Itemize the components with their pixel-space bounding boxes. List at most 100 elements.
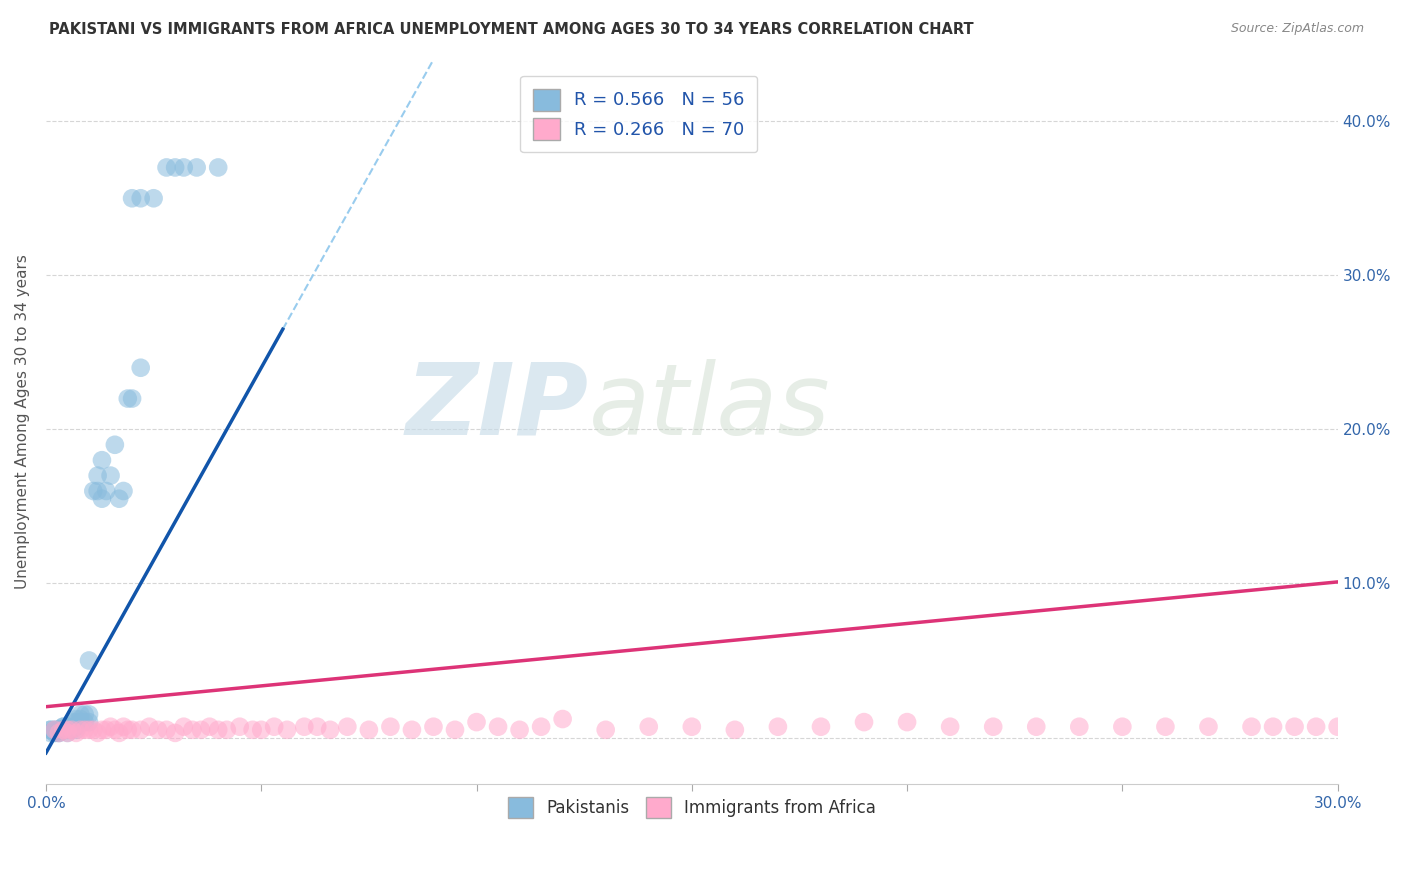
Point	[121, 191, 143, 205]
Point	[73, 707, 96, 722]
Point	[981, 720, 1004, 734]
Point	[1305, 720, 1327, 734]
Legend: Pakistanis, Immigrants from Africa: Pakistanis, Immigrants from Africa	[499, 789, 884, 826]
Point	[292, 720, 315, 734]
Point	[44, 723, 66, 737]
Point	[82, 483, 104, 498]
Point	[48, 723, 70, 737]
Point	[52, 723, 75, 737]
Point	[117, 392, 139, 406]
Point	[1326, 720, 1348, 734]
Point	[766, 720, 789, 734]
Point	[165, 161, 187, 175]
Point	[44, 726, 66, 740]
Point	[276, 723, 298, 737]
Point	[1198, 720, 1220, 734]
Point	[86, 468, 108, 483]
Point	[142, 191, 165, 205]
Point	[486, 720, 509, 734]
Point	[69, 712, 91, 726]
Point	[681, 720, 703, 734]
Point	[44, 723, 66, 737]
Point	[69, 715, 91, 730]
Point	[52, 720, 75, 734]
Point	[121, 392, 143, 406]
Point	[165, 726, 187, 740]
Point	[146, 723, 169, 737]
Point	[60, 720, 83, 734]
Point	[44, 723, 66, 737]
Point	[39, 726, 62, 740]
Point	[82, 723, 104, 737]
Point	[56, 720, 79, 734]
Point	[65, 723, 87, 737]
Point	[155, 723, 177, 737]
Point	[336, 720, 359, 734]
Point	[48, 723, 70, 737]
Point	[465, 715, 488, 730]
Text: Source: ZipAtlas.com: Source: ZipAtlas.com	[1230, 22, 1364, 36]
Point	[86, 483, 108, 498]
Point	[939, 720, 962, 734]
Point	[1154, 720, 1177, 734]
Text: ZIP: ZIP	[405, 359, 589, 456]
Point	[215, 723, 238, 737]
Point	[307, 720, 329, 734]
Point	[228, 720, 250, 734]
Point	[155, 161, 177, 175]
Point	[637, 720, 659, 734]
Point	[69, 707, 91, 722]
Point	[357, 723, 380, 737]
Point	[108, 491, 131, 506]
Point	[1261, 720, 1284, 734]
Point	[73, 723, 96, 737]
Text: PAKISTANI VS IMMIGRANTS FROM AFRICA UNEMPLOYMENT AMONG AGES 30 TO 34 YEARS CORRE: PAKISTANI VS IMMIGRANTS FROM AFRICA UNEM…	[49, 22, 974, 37]
Point	[104, 723, 127, 737]
Point	[56, 723, 79, 737]
Point	[77, 707, 100, 722]
Point	[810, 720, 832, 734]
Point	[96, 483, 118, 498]
Point	[52, 723, 75, 737]
Point	[250, 723, 273, 737]
Point	[48, 726, 70, 740]
Point	[422, 720, 444, 734]
Point	[77, 653, 100, 667]
Point	[121, 723, 143, 737]
Point	[100, 720, 122, 734]
Point	[39, 723, 62, 737]
Point	[198, 720, 221, 734]
Point	[91, 723, 114, 737]
Point	[129, 360, 152, 375]
Point	[173, 161, 195, 175]
Point	[853, 715, 876, 730]
Point	[96, 723, 118, 737]
Point	[44, 726, 66, 740]
Point	[207, 723, 229, 737]
Point	[380, 720, 402, 734]
Point	[207, 161, 229, 175]
Point	[173, 720, 195, 734]
Point	[56, 723, 79, 737]
Point	[39, 723, 62, 737]
Point	[530, 720, 553, 734]
Point	[896, 715, 918, 730]
Point	[60, 723, 83, 737]
Point	[86, 726, 108, 740]
Point	[551, 712, 574, 726]
Point	[401, 723, 423, 737]
Point	[56, 720, 79, 734]
Point	[91, 491, 114, 506]
Point	[60, 723, 83, 737]
Point	[138, 720, 160, 734]
Point	[104, 438, 127, 452]
Y-axis label: Unemployment Among Ages 30 to 34 years: Unemployment Among Ages 30 to 34 years	[15, 254, 30, 589]
Point	[186, 161, 208, 175]
Point	[509, 723, 531, 737]
Point	[91, 453, 114, 467]
Point	[117, 723, 139, 737]
Point	[190, 723, 212, 737]
Point	[1284, 720, 1306, 734]
Point	[444, 723, 467, 737]
Point	[56, 726, 79, 740]
